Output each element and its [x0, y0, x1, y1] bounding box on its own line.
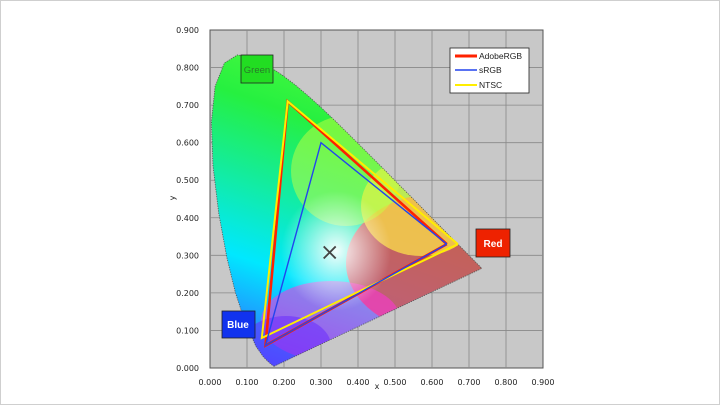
legend-label-adobergb: AdobeRGB [479, 51, 522, 61]
primary-text-blue: Blue [227, 320, 249, 331]
white-point-marker [323, 245, 337, 260]
primary-box-green [240, 54, 274, 84]
y-tick-label: 0.800 [176, 64, 199, 73]
x-tick-label: 0.800 [495, 378, 518, 387]
legend-label-ntsc: NTSC [479, 80, 502, 90]
y-tick-label: 0.300 [176, 251, 199, 260]
primary-text-red: Red [484, 239, 503, 250]
y-tick-label: 0.200 [176, 289, 199, 298]
gamut-triangle-ntsc [260, 99, 459, 340]
x-tick-label: 0.400 [347, 378, 370, 387]
primary-label-green: Green [240, 54, 274, 84]
primary-text-green: Green [244, 65, 270, 76]
legend: AdobeRGB sRGB NTSC [449, 47, 530, 94]
gamut-triangle-srgb [264, 141, 448, 347]
x-tick-label: 0.700 [458, 378, 481, 387]
y-tick-label: 0.900 [176, 26, 199, 35]
y-tick-label: 0.100 [176, 326, 199, 335]
y-tick-label: 0.700 [176, 101, 199, 110]
x-tick-labels: 0.000 0.100 0.200 0.300 0.400 0.500 0.600 0.700… [199, 378, 555, 387]
y-axis-label: y [168, 195, 177, 200]
y-tick-label: 0.600 [176, 139, 199, 148]
primary-box-blue [221, 310, 256, 339]
y-tick-label: 0.400 [176, 214, 199, 223]
primary-box-red [475, 228, 511, 258]
primary-label-blue: Blue [221, 310, 256, 339]
x-tick-label: 0.900 [532, 378, 555, 387]
x-tick-label: 0.100 [236, 378, 259, 387]
gamut-series [260, 98, 459, 348]
primary-label-red: Red [475, 228, 511, 258]
x-tick-label: 0.500 [384, 378, 407, 387]
y-tick-labels: 0.000 0.100 0.200 0.300 0.400 0.500 0.600 0.700… [176, 26, 199, 373]
y-tick-label: 0.500 [176, 176, 199, 185]
y-tick-label: 0.000 [176, 364, 199, 373]
x-tick-label: 0.300 [310, 378, 333, 387]
x-tick-label: 0.000 [199, 378, 222, 387]
x-tick-label: 0.200 [273, 378, 296, 387]
x-axis-label: x [375, 382, 380, 391]
x-tick-label: 0.600 [421, 378, 444, 387]
legend-label-srgb: sRGB [479, 65, 502, 75]
